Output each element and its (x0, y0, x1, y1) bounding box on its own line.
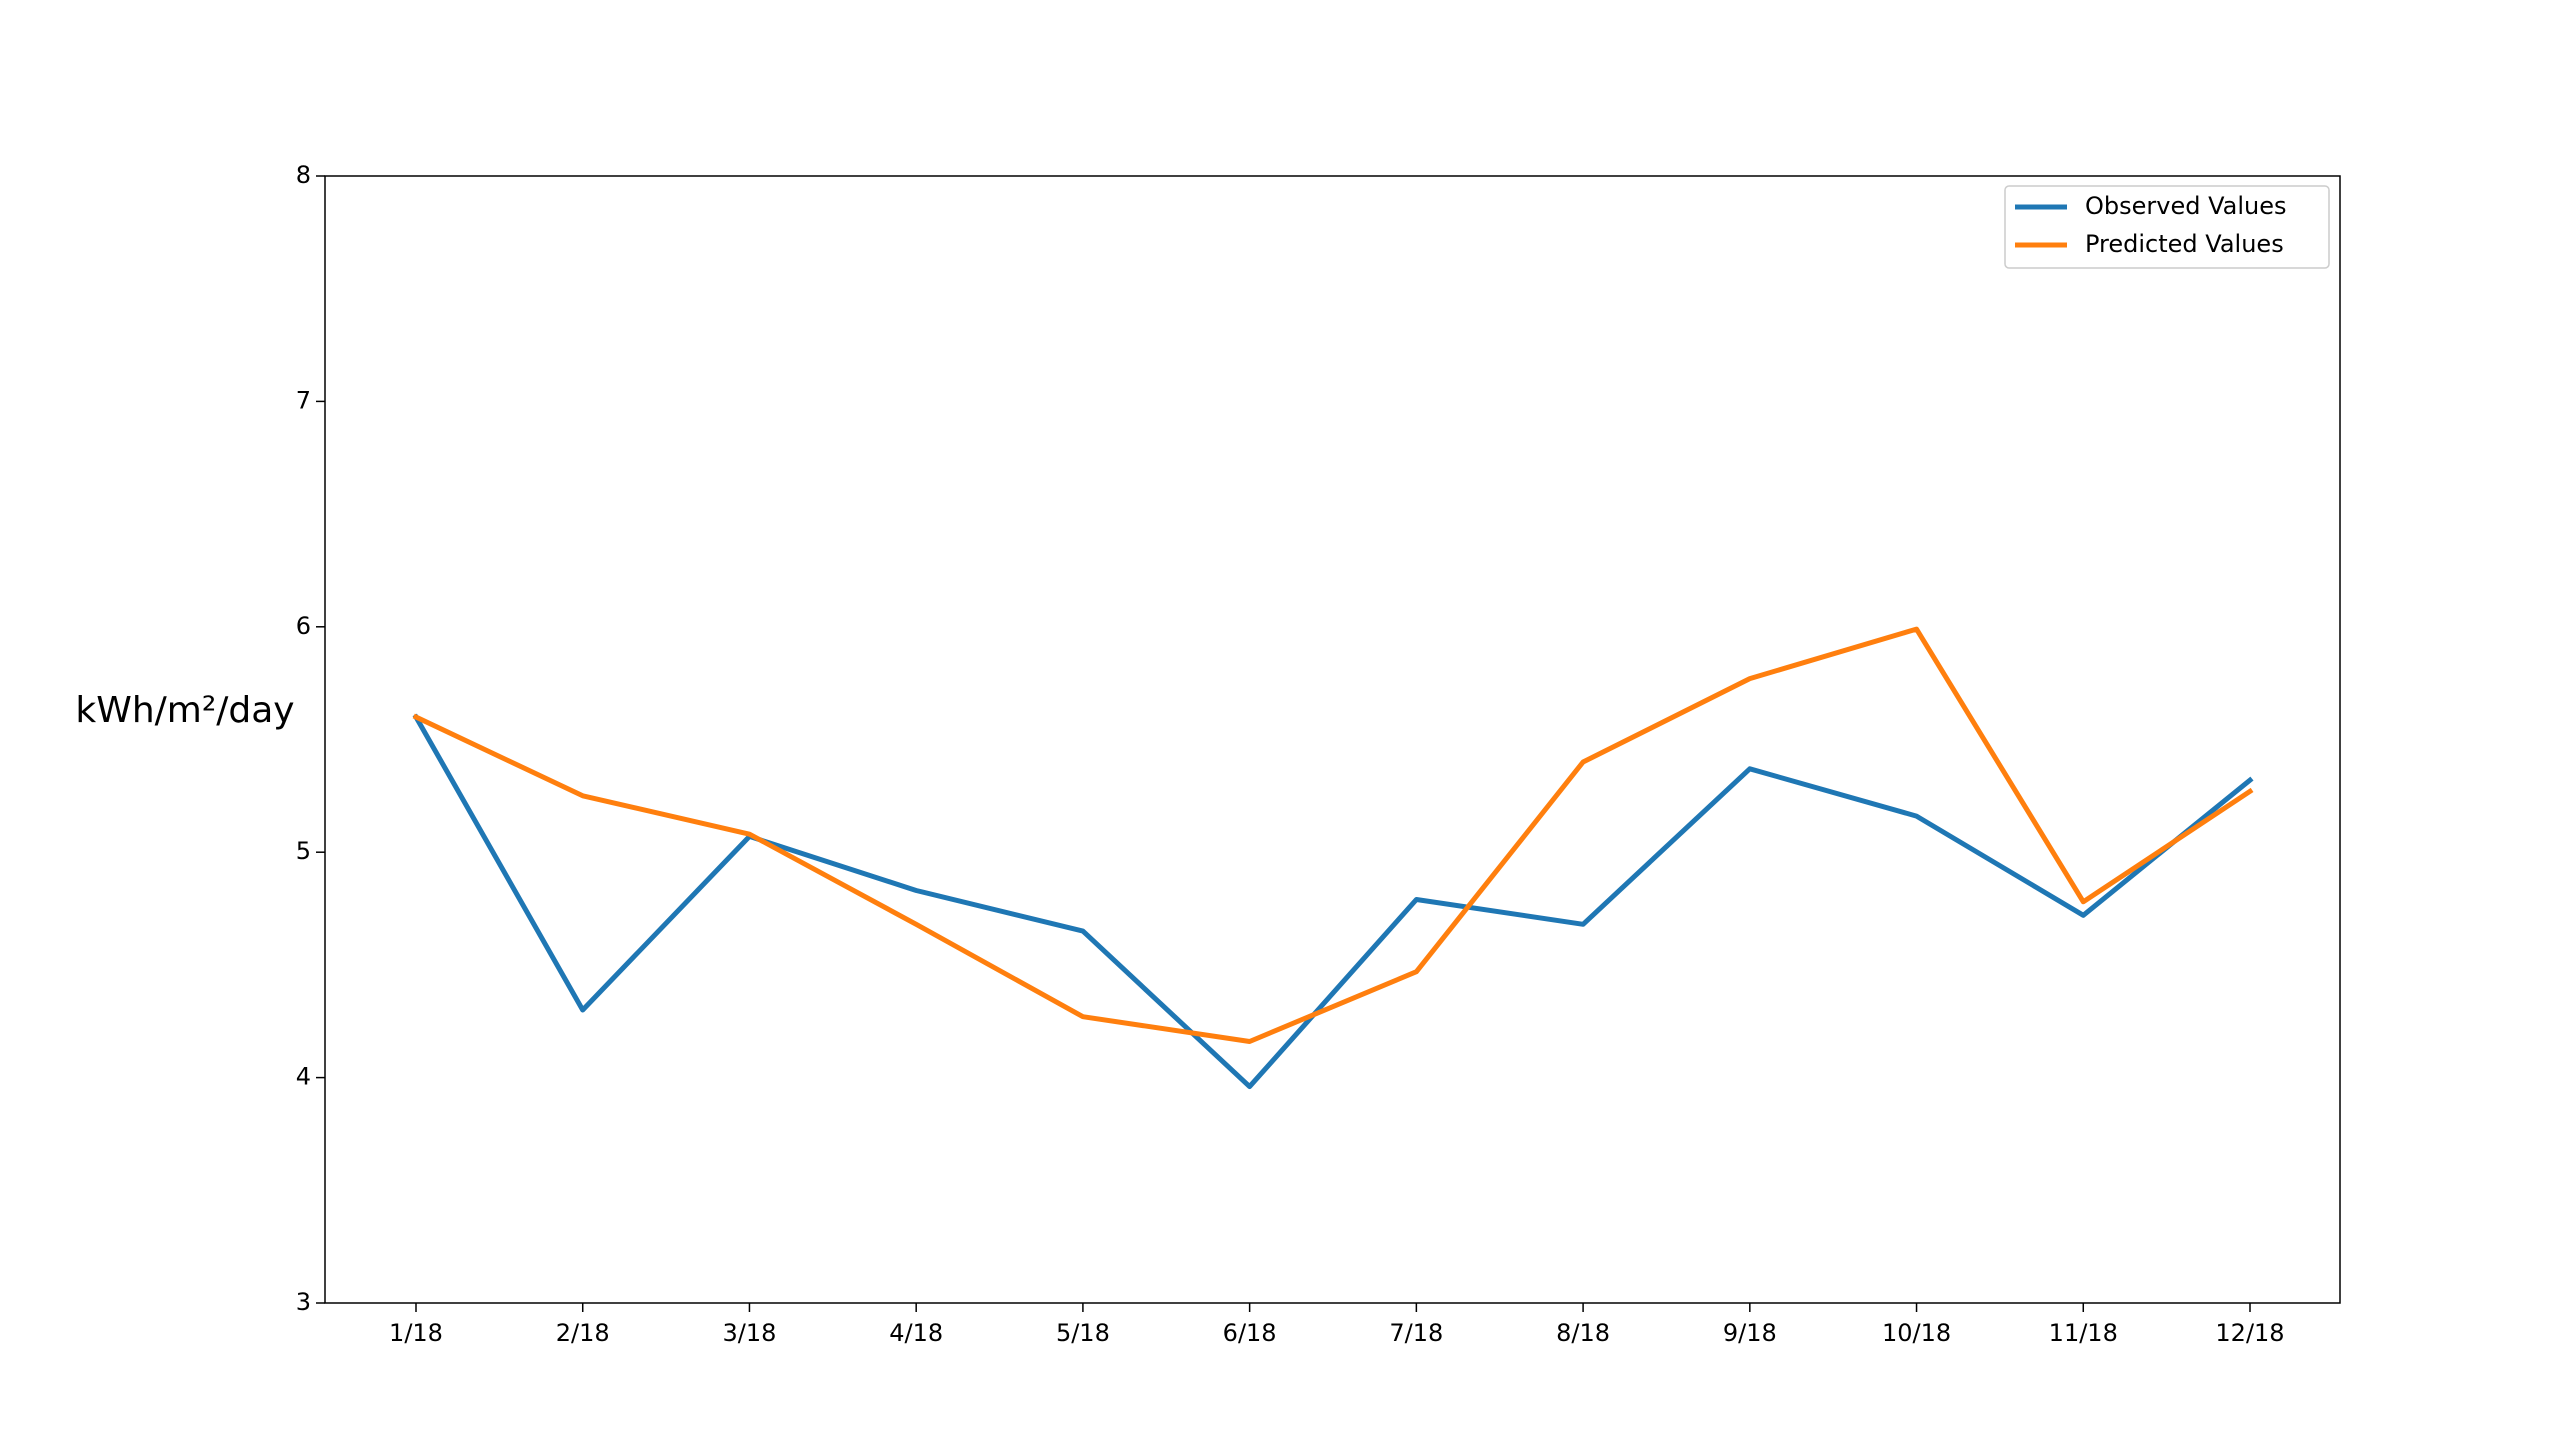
x-tick-label: 2/18 (556, 1319, 610, 1347)
y-axis-title: kWh/m²/day (75, 690, 294, 731)
x-tick-label: 9/18 (1723, 1319, 1777, 1347)
legend-box (2004, 185, 2330, 269)
legend-label: Predicted Values (2085, 230, 2284, 258)
series-line-observed (412, 713, 2254, 1090)
x-axis-ticks: 1/18 2/18 3/18 4/18 5/18 6/18 7/18 8/18 9/18 10/1… (389, 1303, 2285, 1347)
x-tick-label: 12/18 (2215, 1319, 2284, 1347)
series-layer (412, 626, 2254, 1090)
x-tick-label: 4/18 (889, 1319, 943, 1347)
y-tick-label: 5 (296, 837, 311, 865)
x-tick-label: 1/18 (389, 1319, 443, 1347)
x-tick-label: 3/18 (723, 1319, 777, 1347)
y-tick-label: 4 (296, 1063, 311, 1091)
x-tick-label: 7/18 (1389, 1319, 1443, 1347)
y-tick-label: 7 (296, 386, 311, 414)
x-tick-label: 8/18 (1556, 1319, 1610, 1347)
x-tick-label: 11/18 (2049, 1319, 2118, 1347)
legend-label: Observed Values (2085, 192, 2287, 220)
x-tick-label: 6/18 (1223, 1319, 1277, 1347)
y-axis-ticks: 3 4 5 6 7 8 (296, 161, 325, 1316)
plot-frame (324, 175, 2341, 1304)
y-tick-label: 3 (296, 1288, 311, 1316)
legend: Observed Values Predicted Values (2004, 185, 2330, 269)
x-tick-label: 5/18 (1056, 1319, 1110, 1347)
y-tick-label: 6 (296, 612, 311, 640)
y-tick-label: 8 (296, 161, 311, 189)
x-tick-label: 10/18 (1882, 1319, 1951, 1347)
series-line-predicted (412, 626, 2254, 1044)
